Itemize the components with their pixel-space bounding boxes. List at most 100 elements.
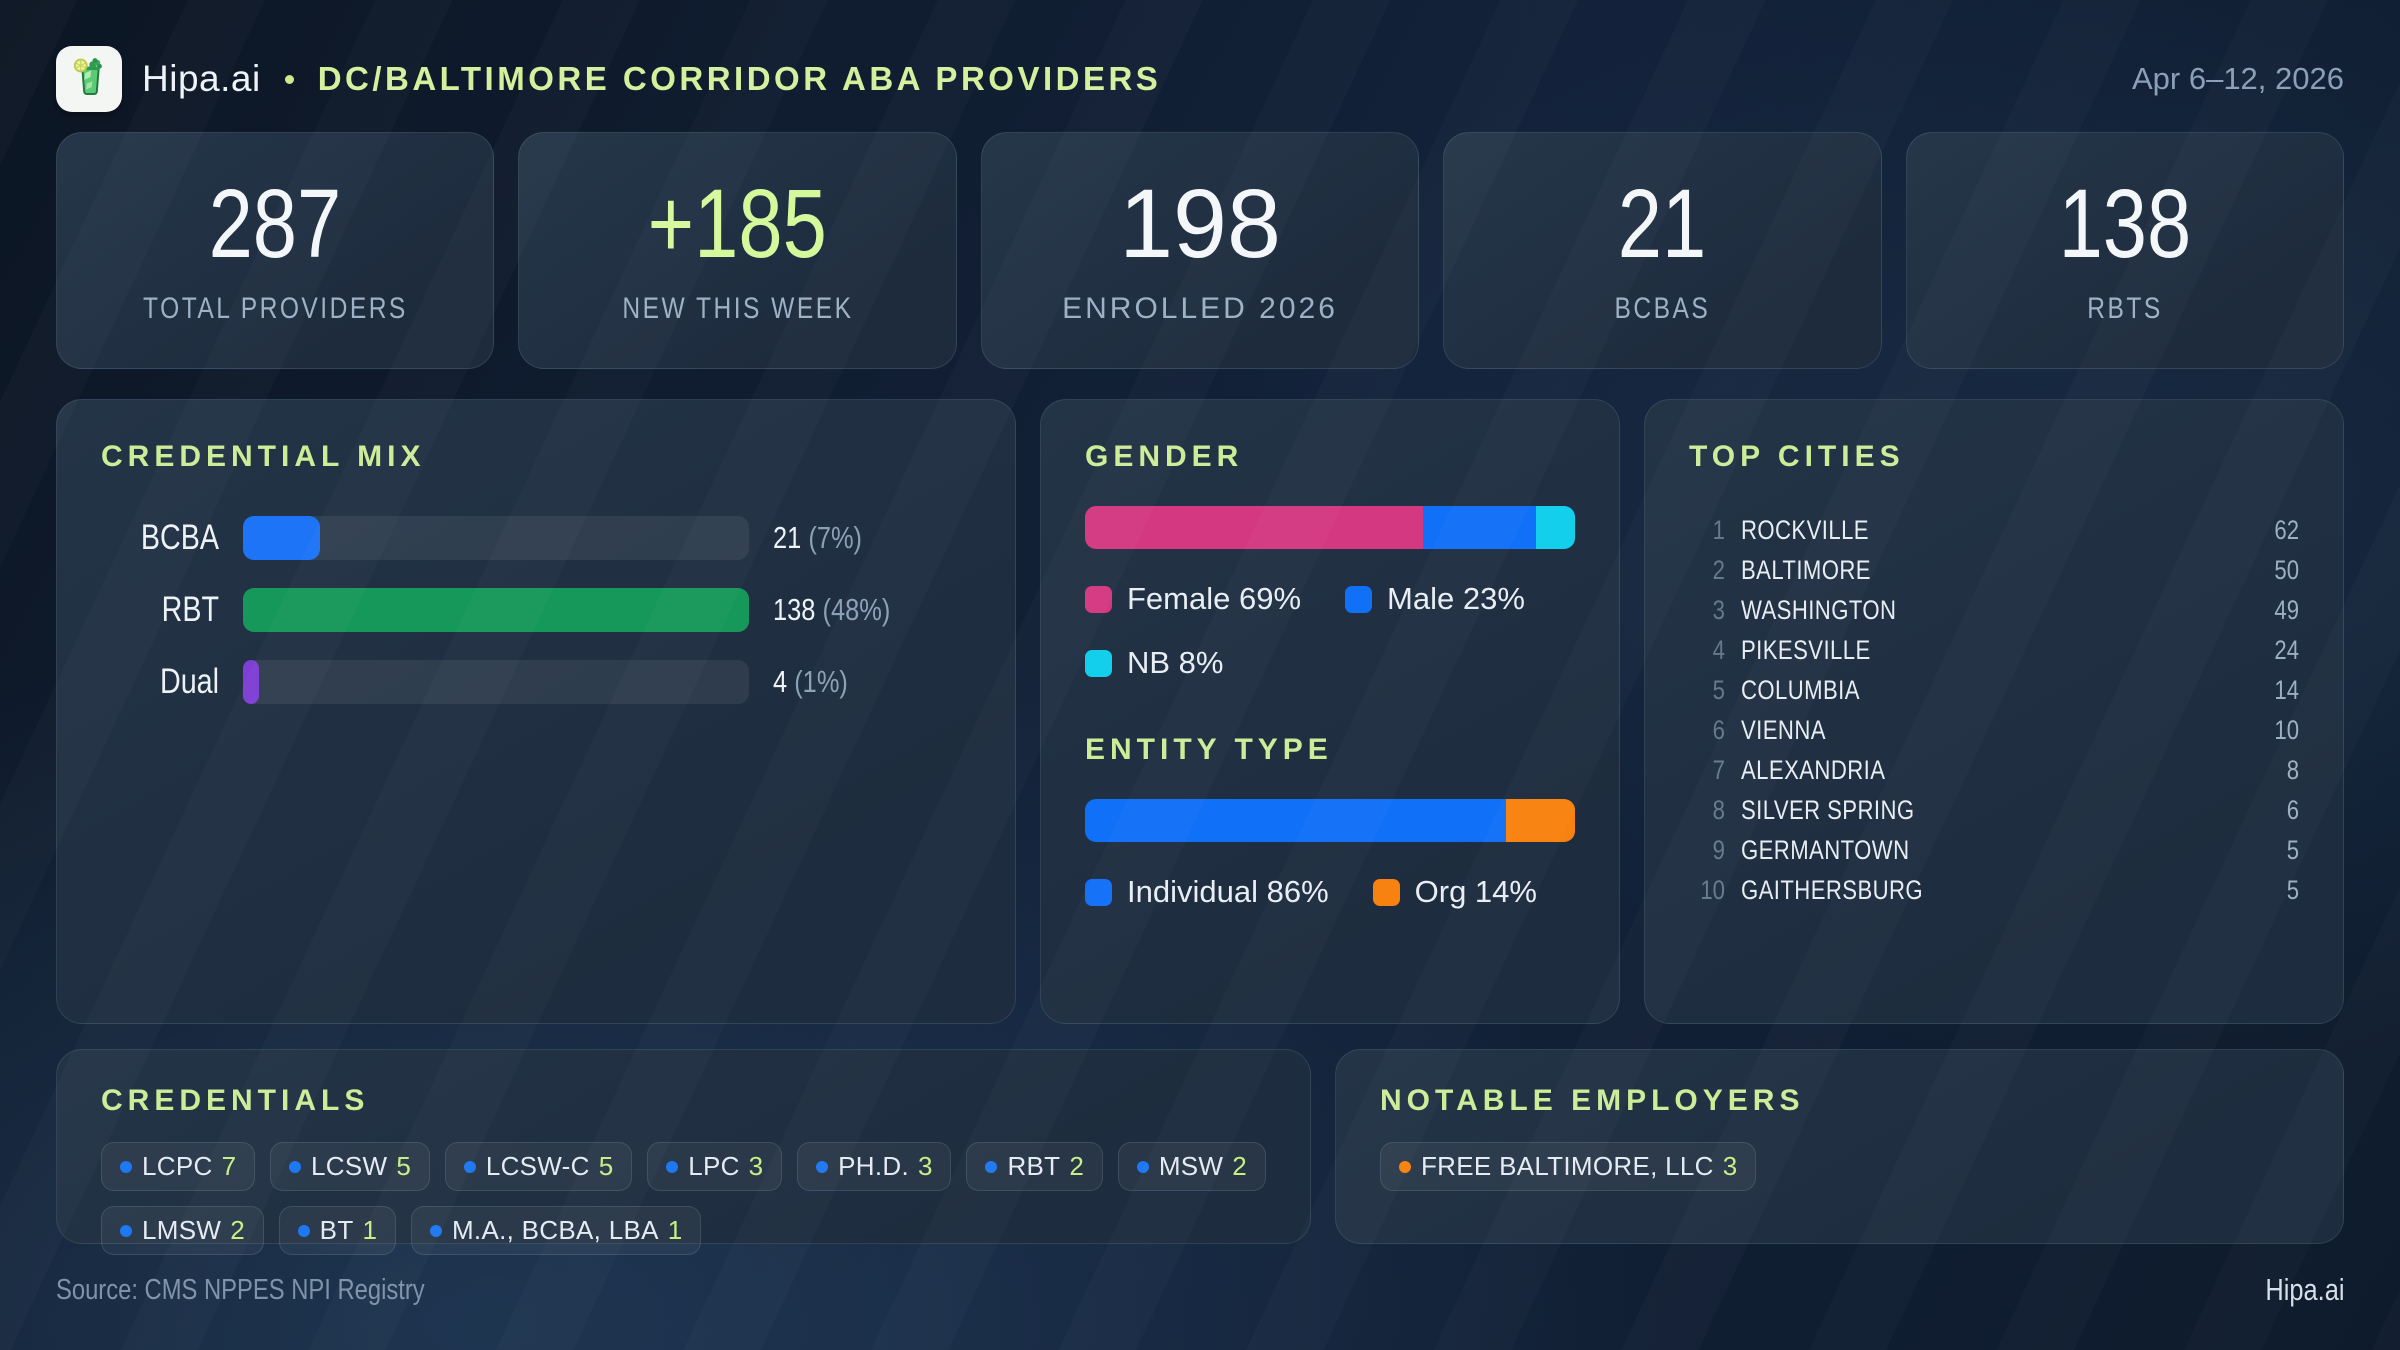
legend-label: Male 23% (1387, 581, 1525, 616)
city-rank: 2 (1712, 554, 1725, 585)
credential-chip[interactable]: LCSW-C 5 (444, 1142, 633, 1191)
gender-stacked-bar (1085, 506, 1575, 549)
stat-card-new-this-week: +185 NEW THIS WEEK (518, 132, 957, 369)
city-rank: 4 (1712, 634, 1725, 665)
credential-chip[interactable]: RBT 2 (966, 1142, 1103, 1191)
bar-value: 4 (1%) (773, 664, 848, 699)
city-name: GAITHERSBURG (1741, 874, 1924, 905)
chip-label: FREE BALTIMORE, LLC (1421, 1151, 1714, 1181)
city-row: 6 VIENNA 10 (1689, 710, 2299, 750)
credential-chip[interactable]: LPC 3 (647, 1142, 783, 1191)
stat-value: +185 (648, 169, 828, 278)
chip-count: 2 (1069, 1151, 1084, 1181)
gender-segment-nb (1535, 506, 1575, 549)
city-count: 14 (2274, 674, 2299, 705)
bar-track (243, 588, 749, 632)
dot-icon (289, 1160, 302, 1173)
chip-label: LCPC (142, 1151, 213, 1181)
city-name: ALEXANDRIA (1741, 754, 1886, 785)
city-list: 1 ROCKVILLE 62 2 BALTIMORE 50 3 WASHINGTON 4 9 … (1689, 510, 2299, 910)
city-row: 10 GAITHERSBURG 5 (1689, 870, 2299, 910)
dot-icon (985, 1160, 998, 1173)
city-name: ROCKVILLE (1741, 514, 1869, 545)
city-name: WASHINGTON (1741, 594, 1897, 625)
page-title: DC/BALTIMORE CORRIDOR ABA PROVIDERS (317, 60, 1162, 97)
header: Hipa.ai DC/BALTIMORE CORRIDOR ABA PROVID… (56, 44, 2344, 114)
legend-item-individual: Individual 86% (1085, 874, 1329, 910)
entity-legend: Individual 86% Org 14% (1085, 874, 1575, 910)
dot-icon (666, 1160, 679, 1173)
dot-icon (297, 1224, 310, 1237)
panel-title: CREDENTIAL MIX (101, 440, 426, 473)
employer-chips: FREE BALTIMORE, LLC 3 (1380, 1142, 2299, 1191)
chip-count: 2 (230, 1215, 245, 1245)
gender-legend: Female 69% Male 23% NB 8% (1085, 581, 1575, 681)
source-note: Source: CMS NPPES NPI Registry (56, 1273, 425, 1306)
city-rank: 8 (1712, 794, 1725, 825)
city-rank: 3 (1712, 594, 1725, 625)
dot-icon (429, 1224, 442, 1237)
stat-label: BCBAS (1614, 292, 1711, 325)
stat-card-total-providers: 287 TOTAL PROVIDERS (56, 132, 495, 369)
legend-label: NB 8% (1127, 645, 1224, 680)
entity-segment-individual (1085, 799, 1507, 842)
middle-row: CREDENTIAL MIX BCBA 21 (7%) RBT 138 (48%… (56, 399, 2344, 1024)
legend-item-female: Female 69% (1085, 581, 1301, 617)
city-row: 5 COLUMBIA 14 (1689, 670, 2299, 710)
chip-count: 1 (362, 1215, 377, 1245)
credential-chip[interactable]: LCSW 5 (270, 1142, 430, 1191)
city-count: 10 (2274, 714, 2299, 745)
credential-bars: BCBA 21 (7%) RBT 138 (48%) Dual (101, 516, 971, 704)
bar-label: BCBA (140, 518, 219, 557)
chip-count: 3 (917, 1151, 933, 1181)
stat-value: 198 (1119, 169, 1281, 278)
credential-chip[interactable]: MSW 2 (1117, 1142, 1266, 1191)
legend-swatch-icon (1085, 585, 1112, 613)
chip-label: M.A., BCBA, LBA (451, 1215, 659, 1245)
credential-chip[interactable]: M.A., BCBA, LBA 1 (410, 1206, 702, 1255)
bar-value: 138 (48%) (773, 592, 891, 627)
chip-label: PH.D. (838, 1151, 909, 1181)
legend-item-org: Org 14% (1372, 874, 1537, 910)
credential-chip[interactable]: PH.D. 3 (797, 1142, 952, 1191)
app-logo (56, 46, 122, 112)
bar-fill (243, 660, 259, 704)
bar-label: Dual (159, 662, 219, 701)
chip-count: 3 (748, 1151, 764, 1181)
legend-label: Individual 86% (1127, 874, 1329, 909)
city-rank: 10 (1700, 874, 1725, 905)
bar-track (243, 660, 749, 704)
chip-label: LCSW (311, 1151, 388, 1181)
panel-title: NOTABLE EMPLOYERS (1380, 1084, 1805, 1117)
panel-title: TOP CITIES (1689, 440, 1905, 473)
panel-title: GENDER (1085, 440, 1244, 473)
credential-chip[interactable]: BT 1 (278, 1206, 396, 1255)
gender-entity-panel: GENDER Female 69% Male 23% NB 8% ENTITY … (1040, 399, 1620, 1024)
city-row: 8 SILVER SPRING 6 (1689, 790, 2299, 830)
city-name: VIENNA (1741, 714, 1826, 745)
legend-item-male: Male 23% (1345, 581, 1525, 617)
credential-chip[interactable]: LMSW 2 (101, 1206, 264, 1255)
employer-chip[interactable]: FREE BALTIMORE, LLC 3 (1380, 1142, 1757, 1191)
credential-bar-row: Dual 4 (1%) (101, 660, 971, 704)
city-row: 2 BALTIMORE 50 (1689, 550, 2299, 590)
stat-value: 138 (2058, 169, 2192, 278)
dot-icon (1136, 1160, 1149, 1173)
credentials-panel: CREDENTIALS LCPC 7 LCSW 5 LCSW-C 5 LPC 3 PH.… (56, 1049, 1311, 1255)
chip-label: LCSW-C (485, 1151, 590, 1181)
city-rank: 1 (1712, 514, 1725, 545)
footer: Source: CMS NPPES NPI Registry Hipa.ai (56, 1272, 2344, 1308)
city-count: 24 (2274, 634, 2299, 665)
dot-icon (120, 1224, 132, 1237)
city-rank: 5 (1712, 674, 1725, 705)
credential-chip[interactable]: LCPC 7 (101, 1142, 256, 1191)
panel-title: ENTITY TYPE (1085, 733, 1333, 766)
bar-track (243, 516, 749, 560)
footer-brand: Hipa.ai (2264, 1272, 2344, 1307)
city-count: 50 (2274, 554, 2299, 585)
stat-value: 287 (208, 169, 342, 278)
chip-count: 3 (1722, 1151, 1738, 1181)
separator-dot-icon (284, 74, 294, 84)
credential-bar-row: BCBA 21 (7%) (101, 516, 971, 560)
